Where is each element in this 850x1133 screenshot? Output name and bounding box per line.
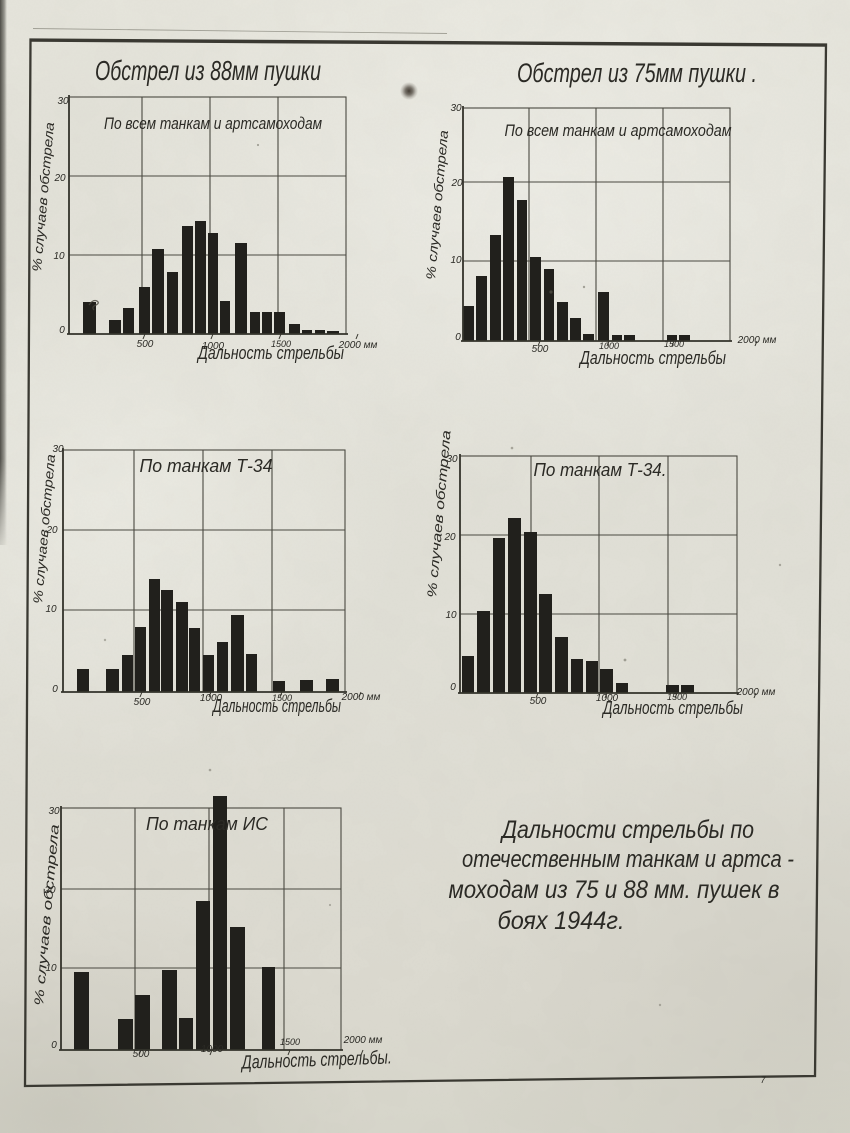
svg-text:2000 мм: 2000 мм (343, 1035, 383, 1046)
svg-text:2000 мм: 2000 мм (737, 335, 777, 346)
svg-text:7: 7 (760, 1075, 766, 1085)
svg-text:30: 30 (57, 96, 69, 107)
svg-text:0: 0 (450, 682, 456, 693)
svg-text:1500: 1500 (272, 693, 292, 703)
svg-text:1500: 1500 (667, 692, 687, 702)
svg-text:0: 0 (51, 1040, 57, 1051)
svg-text:Дальность стрельбы: Дальность стрельбы (578, 348, 726, 368)
svg-text:1500: 1500 (664, 339, 684, 349)
svg-text:30: 30 (446, 454, 458, 465)
svg-text:500: 500 (133, 1049, 150, 1060)
svg-text:20: 20 (53, 173, 66, 184)
svg-text:Дальность стрельбы: Дальность стрельбы (602, 698, 743, 718)
svg-text:2000 мм: 2000 мм (736, 687, 776, 698)
svg-text:1000: 1000 (596, 693, 619, 704)
svg-text:0: 0 (59, 325, 65, 336)
svg-text:30: 30 (450, 103, 462, 114)
svg-text:1500: 1500 (280, 1037, 300, 1047)
svg-text:10: 10 (53, 251, 65, 262)
svg-text:500: 500 (137, 339, 154, 350)
svg-text:30: 30 (48, 806, 60, 817)
svg-text:20: 20 (443, 532, 456, 543)
svg-text:боях 1944г.: боях 1944г. (498, 907, 625, 935)
svg-text:Обстрел из 88мм пушки: Обстрел из 88мм пушки (95, 55, 321, 86)
svg-text:20: 20 (43, 885, 56, 896)
svg-text:500: 500 (530, 696, 547, 707)
svg-text:500: 500 (532, 344, 549, 355)
svg-text:1500: 1500 (271, 339, 291, 349)
svg-text:30: 30 (52, 444, 64, 455)
svg-text:1000: 1000 (200, 693, 223, 704)
svg-text:10: 10 (45, 963, 57, 974)
svg-text:1000: 1000 (202, 341, 225, 352)
svg-text:Дальность стрельбы: Дальность стрельбы (212, 696, 341, 716)
svg-text:10: 10 (445, 610, 457, 621)
svg-text:0: 0 (455, 332, 461, 343)
svg-text:10: 10 (450, 255, 462, 266)
svg-text:20: 20 (45, 525, 58, 536)
svg-text:1000: 1000 (201, 1044, 224, 1055)
svg-text:По всем танкам и артсамоходам: По всем танкам и артсамоходам (104, 114, 322, 133)
svg-text:По танкам Т-34: По танкам Т-34 (140, 456, 273, 476)
svg-text:Дальности стрельбы по: Дальности стрельбы по (499, 816, 754, 844)
svg-text:20: 20 (450, 178, 463, 189)
svg-text:Обстрел из 75мм пушки .: Обстрел из 75мм пушки . (517, 58, 757, 88)
svg-text:500: 500 (134, 697, 151, 708)
svg-text:0: 0 (52, 684, 58, 695)
svg-text:По всем танкам и артсамоходам: По всем танкам и артсамоходам (505, 121, 732, 140)
svg-text:отечественным танкам и артс: отечественным танкам и артса - (462, 846, 794, 873)
svg-text:По танкам Т-34.: По танкам Т-34. (534, 460, 667, 480)
svg-text:2000 мм: 2000 мм (341, 692, 381, 703)
svg-text:2000 мм: 2000 мм (338, 340, 378, 351)
svg-text:моходам из 75 и 88 мм. пушек: моходам из 75 и 88 мм. пушек в (449, 876, 780, 904)
svg-text:Дальность стрельбы: Дальность стрельбы (196, 343, 344, 363)
svg-text:По танкам ИС: По танкам ИС (146, 814, 269, 834)
svg-text:10: 10 (45, 604, 57, 615)
svg-text:1000: 1000 (599, 341, 619, 351)
